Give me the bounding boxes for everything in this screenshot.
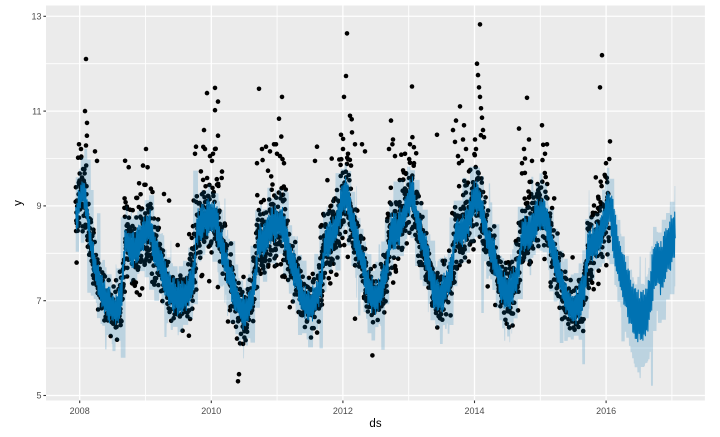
svg-text:7: 7: [36, 296, 41, 306]
svg-text:2008: 2008: [70, 406, 90, 416]
svg-text:5: 5: [36, 391, 41, 401]
svg-text:2016: 2016: [596, 406, 616, 416]
svg-text:9: 9: [36, 201, 41, 211]
svg-text:11: 11: [32, 106, 41, 116]
svg-text:y: y: [13, 200, 25, 206]
svg-text:ds: ds: [369, 418, 381, 430]
svg-text:2010: 2010: [201, 406, 221, 416]
svg-text:13: 13: [31, 12, 41, 22]
svg-text:2012: 2012: [333, 406, 353, 416]
svg-text:2014: 2014: [464, 406, 484, 416]
